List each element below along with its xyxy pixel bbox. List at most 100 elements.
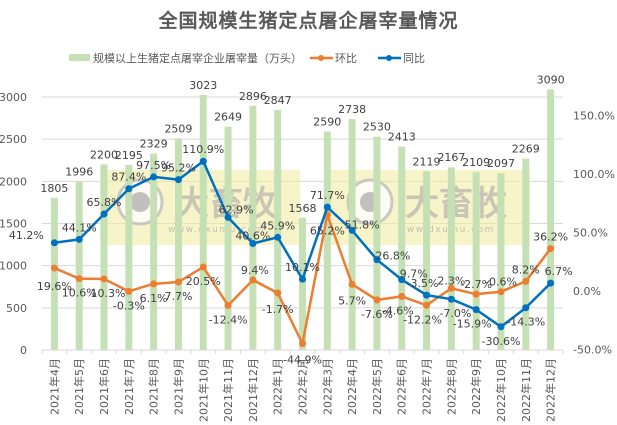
svg-text:9.7%: 9.7% xyxy=(400,268,428,281)
left-y-axis: 0 500 1000 1500 2000 2500 3000 xyxy=(0,91,27,357)
svg-text:26.8%: 26.8% xyxy=(375,250,410,263)
svg-text:6.1%: 6.1% xyxy=(140,292,168,305)
svg-text:-50.0%: -50.0% xyxy=(573,344,612,357)
svg-text:65.8%: 65.8% xyxy=(87,196,122,209)
svg-text:45.9%: 45.9% xyxy=(260,219,295,232)
bar xyxy=(174,138,182,350)
line-point xyxy=(50,264,58,272)
line-point xyxy=(547,279,555,287)
line-point xyxy=(472,290,480,298)
svg-text:2022年12月: 2022年12月 xyxy=(544,358,558,422)
bar xyxy=(274,109,282,350)
line-point xyxy=(224,302,232,310)
svg-text:www.dxumu.com: www.dxumu.com xyxy=(168,225,265,235)
yoy-line-series xyxy=(50,157,555,331)
svg-text:规模以上生猪定点屠宰企业屠宰量（万头）: 规模以上生猪定点屠宰企业屠宰量（万头） xyxy=(93,51,302,65)
svg-text:2021年11月: 2021年11月 xyxy=(221,358,235,422)
svg-text:65.2%: 65.2% xyxy=(310,225,345,238)
svg-text:1996: 1996 xyxy=(65,166,93,179)
line-point xyxy=(100,275,108,283)
line-point xyxy=(274,233,282,241)
line-point xyxy=(150,173,158,181)
svg-text:87.4%: 87.4% xyxy=(111,171,146,184)
bar xyxy=(522,158,530,350)
svg-text:3090: 3090 xyxy=(537,73,565,86)
svg-text:大畜牧: 大畜牧 xyxy=(405,184,508,224)
svg-text:2022年6月: 2022年6月 xyxy=(395,358,409,415)
svg-text:2022年10月: 2022年10月 xyxy=(494,358,508,422)
svg-text:10.1%: 10.1% xyxy=(285,261,320,274)
line-point xyxy=(199,157,207,165)
svg-text:同比: 同比 xyxy=(403,52,425,65)
bar xyxy=(447,167,455,350)
svg-text:1000: 1000 xyxy=(0,260,27,273)
svg-text:0: 0 xyxy=(20,344,27,357)
bar xyxy=(547,89,555,350)
svg-text:6.7%: 6.7% xyxy=(545,265,573,278)
x-axis: 2021年4月 2021年5月 2021年6月 2021年7月 2021年8月 2021年… xyxy=(41,349,564,422)
svg-text:2500: 2500 xyxy=(0,133,27,146)
svg-text:3023: 3023 xyxy=(189,79,217,92)
bar xyxy=(323,131,331,350)
svg-text:10.3%: 10.3% xyxy=(91,287,126,300)
line-point xyxy=(423,291,431,299)
svg-text:-12.4%: -12.4% xyxy=(209,314,248,327)
bar xyxy=(472,172,480,350)
svg-text:1500: 1500 xyxy=(0,218,27,231)
line-point xyxy=(373,256,381,264)
bar xyxy=(50,197,58,350)
bar-series xyxy=(50,89,555,351)
bar xyxy=(224,126,232,350)
svg-text:2847: 2847 xyxy=(264,94,292,107)
svg-text:2022年5月: 2022年5月 xyxy=(370,358,384,415)
svg-text:2021年4月: 2021年4月 xyxy=(47,358,61,415)
svg-text:-0.3%: -0.3% xyxy=(113,299,145,312)
line-point xyxy=(547,245,555,253)
line-point xyxy=(522,277,530,285)
line-point xyxy=(75,275,83,283)
svg-text:44.1%: 44.1% xyxy=(62,221,97,234)
svg-text:1805: 1805 xyxy=(40,182,68,195)
svg-text:2269: 2269 xyxy=(512,143,540,156)
svg-text:71.7%: 71.7% xyxy=(310,189,345,202)
svg-text:www.dxumu.com: www.dxumu.com xyxy=(398,225,495,235)
svg-text:2.3%: 2.3% xyxy=(437,274,465,287)
line-point xyxy=(497,288,505,296)
svg-text:2119: 2119 xyxy=(413,155,441,168)
svg-text:2590: 2590 xyxy=(313,116,341,129)
svg-text:-4.6%: -4.6% xyxy=(382,304,414,317)
line-point xyxy=(75,235,83,243)
line-point xyxy=(150,280,158,288)
bar xyxy=(348,119,356,350)
svg-text:2097: 2097 xyxy=(487,157,515,170)
svg-text:100.0%: 100.0% xyxy=(573,168,615,181)
svg-text:50.0%: 50.0% xyxy=(573,227,608,240)
svg-text:1568: 1568 xyxy=(289,202,317,215)
svg-text:2530: 2530 xyxy=(363,121,391,134)
svg-text:2021年5月: 2021年5月 xyxy=(72,358,86,415)
svg-text:2021年10月: 2021年10月 xyxy=(196,358,210,422)
svg-text:-30.6%: -30.6% xyxy=(482,335,521,348)
bar xyxy=(373,136,381,350)
line-point xyxy=(447,295,455,303)
svg-text:0.0%: 0.0% xyxy=(573,285,601,298)
svg-text:8.2%: 8.2% xyxy=(512,263,540,276)
svg-text:-7.6%: -7.6% xyxy=(361,308,393,321)
svg-text:500: 500 xyxy=(6,302,27,315)
svg-text:-7.0%: -7.0% xyxy=(439,307,471,320)
svg-text:150.0%: 150.0% xyxy=(573,110,615,123)
svg-text:2021年6月: 2021年6月 xyxy=(97,358,111,415)
svg-text:-0.6%: -0.6% xyxy=(485,276,517,289)
mom-line-series xyxy=(50,211,555,348)
svg-text:环比: 环比 xyxy=(335,52,357,65)
svg-text:2413: 2413 xyxy=(388,131,416,144)
svg-text:-12.2%: -12.2% xyxy=(403,313,442,326)
line-point xyxy=(323,203,331,211)
svg-text:2738: 2738 xyxy=(338,103,366,116)
svg-text:9.4%: 9.4% xyxy=(241,264,269,277)
line-point xyxy=(398,276,406,284)
svg-text:2167: 2167 xyxy=(437,151,465,164)
svg-text:2022年9月: 2022年9月 xyxy=(469,358,483,415)
svg-text:-44.9%: -44.9% xyxy=(283,354,322,367)
svg-text:2109: 2109 xyxy=(462,156,490,169)
